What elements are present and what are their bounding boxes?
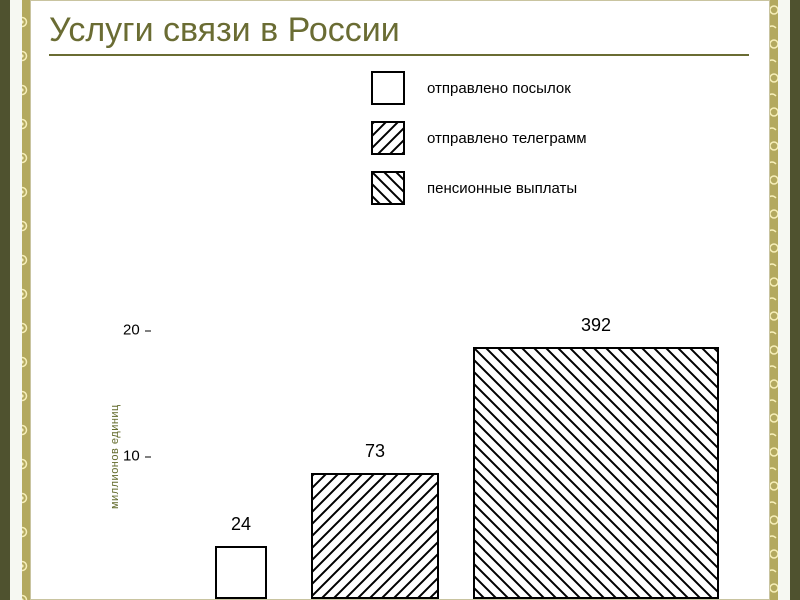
bar: 73: [311, 473, 439, 599]
bar-value-label: 392: [581, 315, 611, 336]
legend-label: пенсионные выплаты: [427, 180, 577, 197]
legend-item-parcels: отправлено посылок: [371, 63, 587, 113]
bar: 392: [473, 347, 719, 599]
legend-item-pension: пенсионные выплаты: [371, 163, 587, 213]
chart-plot-area: миллионов единиц 1020 2473392: [123, 323, 723, 599]
legend-swatch-hatch-ne: [371, 121, 405, 155]
y-tick: 10: [123, 448, 140, 465]
slide-body: Услуги связи в России отправлено посылок: [30, 0, 770, 600]
legend-label: отправлено телеграмм: [427, 130, 587, 147]
bar: 24: [215, 546, 267, 599]
chart: отправлено посылок отправлено телеграмм …: [103, 63, 723, 599]
y-axis-label: миллионов единиц: [109, 404, 121, 509]
y-tick: 20: [123, 322, 140, 339]
slide-title: Услуги связи в России: [49, 11, 749, 56]
legend-swatch-hatch-nw: [371, 171, 405, 205]
bar-value-label: 24: [231, 514, 251, 535]
legend-item-telegrams: отправлено телеграмм: [371, 113, 587, 163]
legend-swatch-white: [371, 71, 405, 105]
chart-legend: отправлено посылок отправлено телеграмм …: [371, 63, 587, 213]
legend-label: отправлено посылок: [427, 80, 571, 97]
bar-value-label: 73: [365, 441, 385, 462]
